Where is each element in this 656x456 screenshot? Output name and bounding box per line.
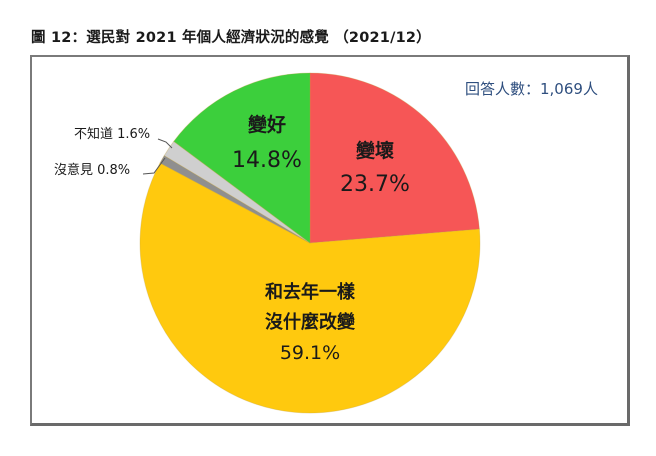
slice-name-same-line1: 和去年一樣 [265,282,355,303]
pie-slices [139,72,481,414]
leader-line-no-opinion [142,157,166,175]
pie-slice [173,72,311,244]
slice-label-same: 和去年一樣 沒什麼改變 59.1% [240,278,380,368]
slice-label-better: 變好 14.8% [222,112,312,176]
slice-pct-worse: 23.7% [340,172,410,197]
label-no-opinion: 沒意見 0.8% [54,163,131,178]
leader-line-dont-know [157,138,173,149]
slice-name-better: 變好 [247,114,286,136]
pie-slice [159,155,311,244]
respondent-count: 回答人數：1,069人 [465,80,598,98]
chart-title: 圖 12：選民對 2021 年個人經濟狀況的感覺 （2021/12） [31,30,431,46]
slice-label-worse: 變壞 23.7% [325,138,425,200]
pie-slice [139,162,481,414]
slice-pct-same: 59.1% [279,342,341,364]
slice-pct-better: 14.8% [232,148,302,173]
slice-name-same-line2: 沒什麼改變 [265,312,355,333]
pie-slice [163,140,311,244]
label-dont-know: 不知道 1.6% [74,127,151,142]
slice-name-worse: 變壞 [355,140,394,162]
pie-slice [309,72,480,244]
